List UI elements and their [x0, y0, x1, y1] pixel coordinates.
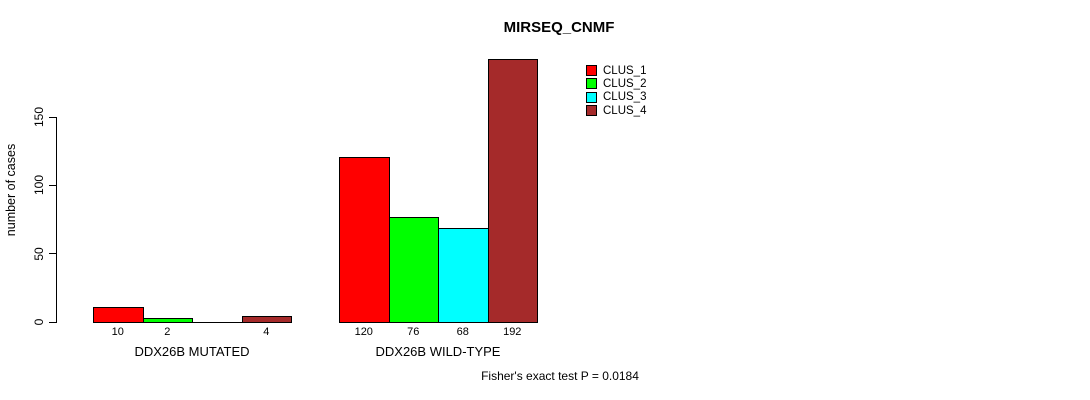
bar-value-label-clus-2-ddx26b-wild-type: 76 — [407, 326, 420, 338]
y-tick-label-0: 0 — [32, 318, 46, 326]
legend-label-clus-2: CLUS_2 — [603, 77, 647, 90]
pvalue-annotation: Fisher's exact test P = 0.0184 — [481, 369, 639, 383]
legend-swatch-clus-1 — [586, 65, 597, 77]
group-label-ddx26b-mutated: DDX26B MUTATED — [134, 344, 250, 359]
bar-value-label-clus-1-ddx26b-mutated: 10 — [111, 326, 124, 338]
legend-label-clus-4: CLUS_4 — [603, 104, 647, 117]
legend-row-clus-3: CLUS_3 — [586, 91, 646, 104]
bar-value-label-clus-4-ddx26b-wild-type: 192 — [503, 326, 522, 338]
y-tick-label-100: 100 — [32, 175, 46, 196]
legend-row-clus-4: CLUS_4 — [586, 104, 646, 117]
legend-swatch-clus-3 — [586, 91, 597, 103]
bar-value-label-clus-1-ddx26b-wild-type: 120 — [354, 326, 373, 338]
bar-clus-1-ddx26b-wild-type — [339, 157, 390, 323]
legend-row-clus-2: CLUS_2 — [586, 77, 646, 90]
bar-clus-4-ddx26b-mutated — [241, 315, 292, 323]
y-tick-label-150: 150 — [32, 106, 46, 128]
bar-clus-4-ddx26b-wild-type — [487, 58, 538, 323]
legend: CLUS_1 CLUS_2 CLUS_3 CLUS_4 — [586, 64, 646, 117]
bar-value-label-clus-4-ddx26b-mutated: 4 — [263, 326, 270, 338]
bar-clus-2-ddx26b-wild-type — [388, 217, 439, 323]
bar-value-label-clus-2-ddx26b-mutated: 2 — [164, 326, 171, 338]
y-tick-50 — [49, 253, 57, 255]
bar-value-label-clus-3-ddx26b-wild-type: 68 — [456, 326, 469, 338]
y-tick-0 — [49, 321, 57, 323]
y-tick-label-50: 50 — [32, 246, 46, 261]
y-axis-line — [56, 117, 57, 322]
y-axis-title: number of cases — [4, 143, 18, 237]
bar-clus-3-ddx26b-wild-type — [438, 228, 489, 323]
legend-swatch-clus-4 — [586, 105, 597, 117]
chart-title: MIRSEQ_CNMF — [503, 19, 615, 36]
legend-swatch-clus-2 — [586, 78, 597, 90]
bar-clus-2-ddx26b-mutated — [142, 318, 193, 323]
bar-clus-3-ddx26b-mutated — [192, 322, 243, 323]
legend-label-clus-1: CLUS_1 — [603, 64, 647, 77]
y-tick-150 — [49, 116, 57, 118]
legend-label-clus-3: CLUS_3 — [603, 91, 647, 104]
group-label-ddx26b-wild-type: DDX26B WILD-TYPE — [375, 344, 501, 359]
bar-clus-1-ddx26b-mutated — [93, 307, 144, 323]
legend-row-clus-1: CLUS_1 — [586, 64, 646, 77]
y-tick-100 — [49, 184, 57, 186]
